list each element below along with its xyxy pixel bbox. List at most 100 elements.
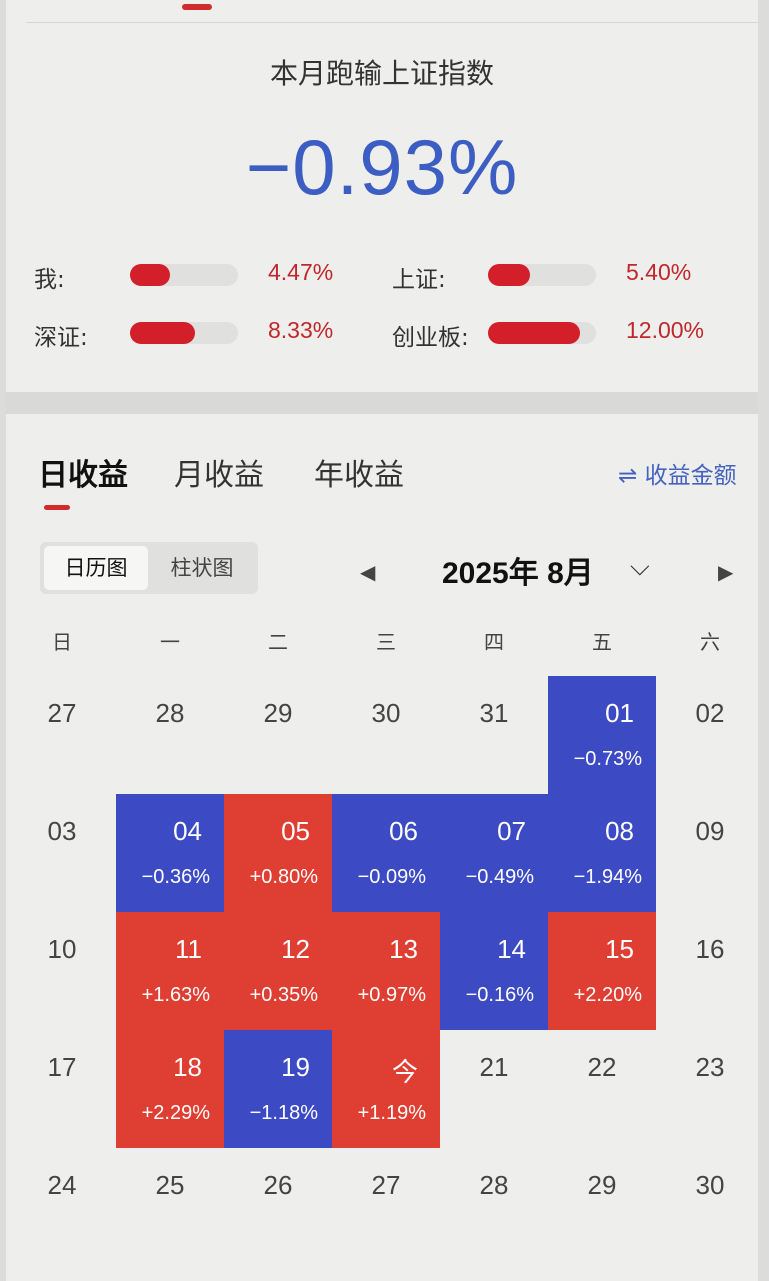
chevron-down-icon[interactable]: ⌵: [630, 552, 650, 582]
calendar-day-cell[interactable]: 11 +1.63%: [116, 912, 224, 1030]
day-return: +0.97%: [357, 984, 426, 1006]
day-return: −0.16%: [465, 984, 534, 1006]
weekday-label: 一: [160, 630, 180, 654]
compare-label: 深证:: [34, 325, 88, 351]
day-return: −1.18%: [249, 1102, 318, 1124]
month-label[interactable]: 2025年 8月: [442, 557, 594, 590]
calendar-day-cell[interactable]: 02: [656, 676, 758, 794]
day-return: −0.73%: [573, 748, 642, 770]
compare-bar-fill: [488, 264, 531, 286]
day-number: 24: [47, 1170, 77, 1200]
compare-label: 上证:: [392, 267, 446, 293]
day-number: 29: [263, 698, 293, 728]
switch-return-amount-button[interactable]: ⇌ 收益金额: [618, 463, 737, 489]
calendar-day-cell[interactable]: 26: [224, 1148, 332, 1266]
weekday-label: 五: [592, 630, 612, 654]
calendar-day-cell[interactable]: 12 +0.35%: [224, 912, 332, 1030]
day-number: 04: [173, 816, 202, 846]
calendar-day-cell[interactable]: 29: [548, 1148, 656, 1266]
day-number: 14: [497, 934, 526, 964]
view-toggle: 日历图 柱状图: [40, 542, 258, 594]
compare-value: 5.40%: [626, 259, 692, 285]
calendar-day-cell[interactable]: 22: [548, 1030, 656, 1148]
divider: [26, 22, 758, 23]
calendar-day-cell[interactable]: 03: [8, 794, 116, 912]
calendar-day-cell[interactable]: 25: [116, 1148, 224, 1266]
calendar-day-cell[interactable]: 19 −1.18%: [224, 1030, 332, 1148]
calendar-day-cell[interactable]: 10: [8, 912, 116, 1030]
calendar-day-cell[interactable]: 30: [332, 676, 440, 794]
compare-bar: [130, 264, 238, 286]
day-number: 29: [587, 1170, 617, 1200]
day-number: 01: [605, 698, 634, 728]
calendar-day-cell[interactable]: 29: [224, 676, 332, 794]
compare-label: 创业板:: [392, 325, 469, 351]
day-number: 27: [371, 1170, 401, 1200]
compare-bar: [488, 264, 596, 286]
day-number: 18: [173, 1052, 202, 1082]
calendar-day-cell[interactable]: 27: [8, 676, 116, 794]
compare-bar-fill: [488, 322, 580, 344]
calendar-day-cell[interactable]: 17: [8, 1030, 116, 1148]
day-return: −1.94%: [573, 866, 642, 888]
calendar-day-cell[interactable]: 23: [656, 1030, 758, 1148]
calendar-day-cell[interactable]: 13 +0.97%: [332, 912, 440, 1030]
compare-row-me: 我: 4.47%: [34, 254, 374, 294]
compare-row-shanghai: 上证: 5.40%: [392, 254, 732, 294]
day-number: 17: [47, 1052, 77, 1082]
calendar-day-cell[interactable]: 18 +2.29%: [116, 1030, 224, 1148]
day-number: 03: [47, 816, 77, 846]
compare-bar-fill: [130, 264, 170, 286]
calendar-day-cell[interactable]: 28: [116, 676, 224, 794]
compare-row-shenzhen: 深证: 8.33%: [34, 312, 374, 352]
calendar-day-cell[interactable]: 27: [332, 1148, 440, 1266]
calendar-day-cell[interactable]: 07 −0.49%: [440, 794, 548, 912]
compare-value: 4.47%: [268, 259, 334, 285]
calendar-day-cell[interactable]: 08 −1.94%: [548, 794, 656, 912]
bar-view-button[interactable]: 柱状图: [170, 556, 234, 580]
calendar-day-cell[interactable]: 16: [656, 912, 758, 1030]
day-number: 05: [281, 816, 310, 846]
day-number: 12: [281, 934, 310, 964]
weekday-label: 三: [376, 630, 396, 654]
calendar-day-cell[interactable]: 04 −0.36%: [116, 794, 224, 912]
day-number: 11: [175, 934, 202, 964]
calendar-day-cell[interactable]: 21: [440, 1030, 548, 1148]
calendar-day-cell[interactable]: 06 −0.09%: [332, 794, 440, 912]
calendar-day-cell[interactable]: 今 +1.19%: [332, 1030, 440, 1148]
next-month-icon[interactable]: ▶: [718, 560, 734, 584]
day-return: +0.35%: [249, 984, 318, 1006]
tab-yearly-return[interactable]: 年收益: [314, 458, 404, 493]
calendar-day-cell[interactable]: 31: [440, 676, 548, 794]
day-number: 23: [695, 1052, 725, 1082]
day-number: 今: [391, 1057, 418, 1087]
calendar-day-cell[interactable]: 01 −0.73%: [548, 676, 656, 794]
calendar-day-cell[interactable]: 09: [656, 794, 758, 912]
tab-daily-return[interactable]: 日收益: [38, 458, 128, 493]
day-return: +2.20%: [573, 984, 642, 1006]
day-number: 13: [389, 934, 418, 964]
weekday-label: 二: [268, 630, 288, 654]
tab-monthly-return[interactable]: 月收益: [174, 458, 264, 493]
day-number: 28: [155, 698, 185, 728]
compare-value: 8.33%: [268, 317, 334, 343]
day-number: 30: [695, 1170, 725, 1200]
day-number: 10: [47, 934, 77, 964]
weekday-label: 日: [52, 630, 72, 654]
calendar-day-cell[interactable]: 14 −0.16%: [440, 912, 548, 1030]
day-return: −0.36%: [141, 866, 210, 888]
calendar-day-cell[interactable]: 15 +2.20%: [548, 912, 656, 1030]
day-number: 25: [155, 1170, 185, 1200]
calendar-view-button[interactable]: 日历图: [44, 546, 148, 590]
calendar-day-cell[interactable]: 24: [8, 1148, 116, 1266]
day-number: 06: [389, 816, 418, 846]
day-number: 26: [263, 1170, 293, 1200]
prev-month-icon[interactable]: ◀: [360, 560, 376, 584]
calendar-day-cell[interactable]: 05 +0.80%: [224, 794, 332, 912]
calendar-day-cell[interactable]: 30: [656, 1148, 758, 1266]
calendar-day-cell[interactable]: 28: [440, 1148, 548, 1266]
relative-return-value: −0.93%: [245, 123, 519, 211]
day-number: 16: [695, 934, 725, 964]
day-number: 19: [281, 1052, 310, 1082]
day-number: 15: [605, 934, 634, 964]
